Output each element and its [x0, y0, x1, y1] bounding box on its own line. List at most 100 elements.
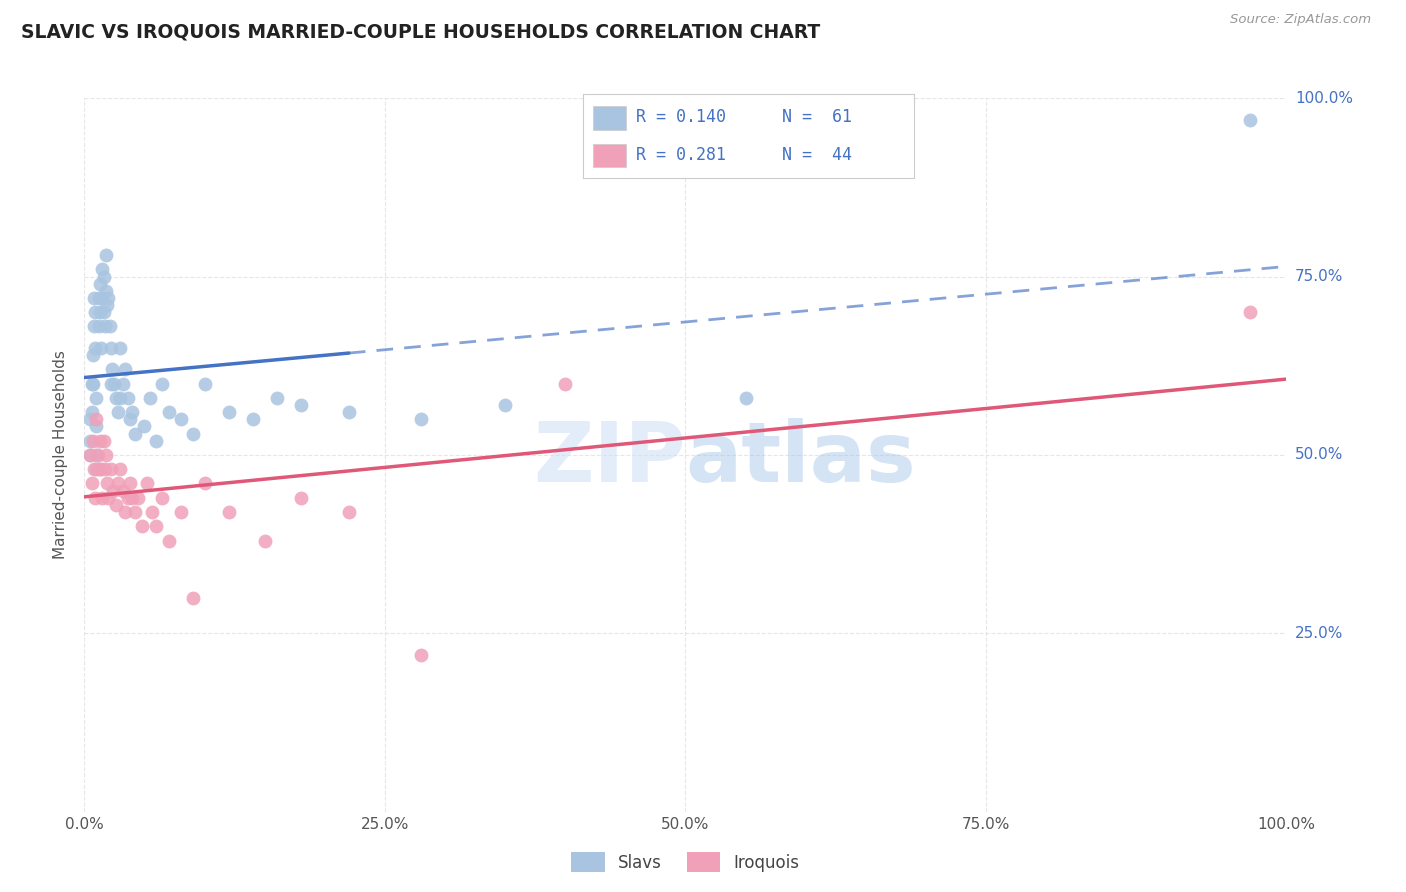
Point: [181, 591, 204, 605]
Text: N =  61: N = 61: [782, 109, 852, 127]
Point: [134, 419, 156, 434]
Point: [145, 519, 167, 533]
Point: [110, 462, 132, 476]
Legend: Slavs, Iroquois: Slavs, Iroquois: [565, 846, 806, 879]
Point: [101, 362, 124, 376]
Point: [91, 291, 114, 305]
Point: [80, 405, 103, 419]
Point: [84, 341, 107, 355]
Point: [104, 498, 127, 512]
Point: [152, 491, 174, 505]
Point: [94, 248, 117, 262]
Point: [97, 291, 120, 305]
Point: [139, 391, 162, 405]
Point: [97, 491, 120, 505]
Point: [121, 405, 143, 419]
Point: [734, 391, 756, 405]
Point: [117, 391, 139, 405]
Point: [409, 412, 432, 426]
Point: [86, 419, 108, 434]
Point: [124, 505, 146, 519]
Point: [89, 434, 111, 448]
Text: 50.0%: 50.0%: [1295, 448, 1343, 462]
Point: [152, 376, 174, 391]
Point: [114, 505, 136, 519]
Point: [135, 476, 157, 491]
Point: [86, 448, 108, 462]
Point: [86, 462, 108, 476]
Point: [96, 298, 118, 312]
Point: [104, 391, 127, 405]
Text: R = 0.140: R = 0.140: [637, 109, 727, 127]
Point: [100, 376, 122, 391]
Point: [141, 505, 163, 519]
Text: ZIP: ZIP: [533, 418, 686, 499]
Point: [98, 319, 121, 334]
Text: 100.0%: 100.0%: [1295, 91, 1353, 105]
Point: [111, 376, 134, 391]
Point: [82, 348, 104, 362]
Point: [100, 341, 122, 355]
Point: [218, 405, 240, 419]
Point: [87, 462, 110, 476]
Point: [83, 319, 105, 334]
Point: [107, 405, 129, 419]
Point: [1239, 112, 1261, 127]
Point: [242, 412, 264, 426]
Point: [107, 476, 129, 491]
Point: [266, 391, 288, 405]
Point: [181, 426, 204, 441]
Point: [290, 398, 312, 412]
Point: [93, 269, 115, 284]
Point: [110, 341, 132, 355]
Point: [494, 398, 516, 412]
Point: [82, 376, 104, 391]
Y-axis label: Married-couple Households: Married-couple Households: [53, 351, 69, 559]
Point: [114, 362, 136, 376]
Text: Source: ZipAtlas.com: Source: ZipAtlas.com: [1230, 13, 1371, 27]
Point: [121, 491, 143, 505]
Point: [93, 434, 115, 448]
Point: [100, 462, 122, 476]
Point: [79, 448, 101, 462]
Text: 75.0%: 75.0%: [1295, 269, 1343, 284]
Point: [157, 533, 180, 548]
Text: 25.0%: 25.0%: [1295, 626, 1343, 640]
Point: [84, 491, 107, 505]
Point: [337, 505, 360, 519]
Point: [90, 341, 112, 355]
Point: [117, 491, 139, 505]
Bar: [593, 106, 627, 130]
Bar: [593, 144, 627, 168]
Point: [169, 505, 191, 519]
Point: [103, 483, 125, 498]
Point: [110, 391, 132, 405]
Point: [82, 434, 104, 448]
Point: [194, 476, 217, 491]
Point: [91, 491, 114, 505]
Point: [253, 533, 276, 548]
Point: [79, 448, 101, 462]
Point: [93, 305, 115, 319]
Point: [111, 483, 134, 498]
Text: atlas: atlas: [686, 418, 917, 499]
Point: [409, 648, 432, 662]
Point: [87, 291, 110, 305]
Point: [131, 519, 153, 533]
Text: N =  44: N = 44: [782, 145, 852, 163]
Text: R = 0.281: R = 0.281: [637, 145, 727, 163]
Point: [103, 376, 125, 391]
Point: [337, 405, 360, 419]
Point: [157, 405, 180, 419]
Point: [218, 505, 240, 519]
Point: [80, 476, 103, 491]
Point: [96, 476, 118, 491]
Point: [86, 412, 108, 426]
Point: [169, 412, 191, 426]
Text: SLAVIC VS IROQUOIS MARRIED-COUPLE HOUSEHOLDS CORRELATION CHART: SLAVIC VS IROQUOIS MARRIED-COUPLE HOUSEH…: [21, 22, 820, 41]
Point: [89, 277, 111, 291]
Point: [127, 491, 149, 505]
Point: [554, 376, 576, 391]
Point: [79, 412, 101, 426]
Point: [145, 434, 167, 448]
